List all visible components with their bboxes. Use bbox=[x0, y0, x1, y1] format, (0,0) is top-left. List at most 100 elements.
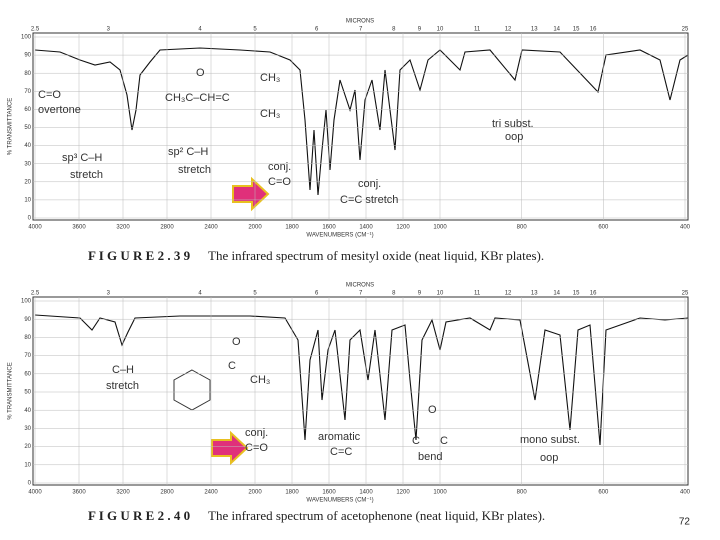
y-tick-label: 80 bbox=[24, 71, 31, 77]
micron-tick-label: 10 bbox=[437, 27, 444, 33]
top-axis-label: MICRONS bbox=[346, 283, 374, 289]
x-tick-label: 2400 bbox=[204, 225, 218, 231]
micron-tick-label: 3 bbox=[107, 27, 111, 33]
caption-label: F I G U R E 2 . 3 9 bbox=[88, 248, 191, 263]
x-tick-label: 600 bbox=[598, 490, 609, 496]
micron-tick-label: 15 bbox=[573, 291, 580, 297]
y-tick-label: 100 bbox=[21, 299, 32, 305]
x-tick-label: 2000 bbox=[248, 225, 262, 231]
micron-tick-label: 25 bbox=[682, 27, 689, 33]
annotation: C bbox=[412, 435, 420, 447]
annotation: bend bbox=[418, 451, 442, 463]
annotation: aromatic bbox=[318, 431, 361, 443]
arrow bbox=[232, 176, 270, 212]
x-tick-label: 3200 bbox=[116, 225, 130, 231]
y-tick-label: 0 bbox=[28, 216, 32, 222]
y-tick-label: 90 bbox=[24, 317, 31, 323]
y-tick-label: 30 bbox=[24, 161, 31, 167]
y-tick-label: 50 bbox=[24, 125, 31, 131]
annotation: C bbox=[228, 360, 236, 372]
micron-tick-label: 2.5 bbox=[31, 291, 40, 297]
y-tick-label: 50 bbox=[24, 390, 31, 396]
micron-tick-label: 10 bbox=[437, 291, 444, 297]
spectrum bbox=[34, 47, 689, 196]
annotation: C bbox=[440, 435, 448, 447]
annotation: sp² C–H bbox=[168, 146, 208, 158]
annotation: sp³ C–H bbox=[62, 152, 102, 164]
x-tick-label: 3600 bbox=[72, 490, 86, 496]
annotation: C=O bbox=[268, 176, 291, 188]
micron-tick-label: 11 bbox=[474, 27, 481, 33]
micron-tick-label: 7 bbox=[359, 291, 363, 297]
micron-tick-label: 14 bbox=[553, 27, 560, 33]
annotation: C–H bbox=[112, 364, 134, 376]
x-tick-label: 1000 bbox=[433, 225, 447, 231]
x-tick-label: 800 bbox=[517, 225, 528, 231]
x-tick-label: 1400 bbox=[359, 225, 373, 231]
annotation: O bbox=[428, 404, 437, 416]
x-tick-label: 4000 bbox=[28, 490, 42, 496]
micron-tick-label: 4 bbox=[198, 27, 202, 33]
micron-tick-label: 5 bbox=[253, 27, 257, 33]
y-tick-label: 70 bbox=[24, 89, 31, 95]
x-tick-label: 1000 bbox=[433, 490, 447, 496]
micron-tick-label: 4 bbox=[198, 291, 202, 297]
y-tick-label: 0 bbox=[28, 481, 32, 487]
caption-label: F I G U R E 2 . 4 0 bbox=[88, 508, 190, 523]
annotation: C=C bbox=[330, 446, 352, 458]
annotation: oop bbox=[540, 452, 558, 464]
micron-tick-label: 3 bbox=[107, 291, 111, 297]
y-tick-label: 20 bbox=[24, 179, 31, 185]
micron-tick-label: 16 bbox=[590, 27, 597, 33]
annotation: conj. bbox=[358, 178, 381, 190]
annotation: stretch bbox=[178, 164, 211, 176]
micron-tick-label: 25 bbox=[682, 291, 689, 297]
y-tick-label: 10 bbox=[24, 197, 31, 203]
x-tick-label: 1200 bbox=[396, 225, 410, 231]
top-axis-label: MICRONS bbox=[346, 19, 374, 25]
micron-tick-label: 6 bbox=[315, 291, 319, 297]
x-tick-label: 2800 bbox=[160, 225, 174, 231]
y-tick-label: 80 bbox=[24, 335, 31, 341]
annotation: oop bbox=[505, 131, 523, 143]
arrow bbox=[211, 430, 249, 466]
annotation: O bbox=[232, 336, 241, 348]
figure-1-art bbox=[34, 47, 689, 212]
annotation: conj. bbox=[245, 427, 268, 439]
micron-tick-label: 9 bbox=[418, 27, 422, 33]
y-tick-label: 10 bbox=[24, 462, 31, 468]
y-tick-label: 30 bbox=[24, 426, 31, 432]
annotation: O bbox=[196, 67, 205, 79]
y-tick-label: 70 bbox=[24, 353, 31, 359]
annotation: CH₃ bbox=[260, 108, 280, 120]
x-tick-label: 1400 bbox=[359, 490, 373, 496]
micron-tick-label: 12 bbox=[505, 27, 512, 33]
annotation: C=O bbox=[245, 442, 268, 454]
x-tick-label: 400 bbox=[680, 490, 691, 496]
y-tick-label: 100 bbox=[21, 35, 32, 41]
x-tick-label: 1800 bbox=[285, 225, 299, 231]
x-tick-label: 2800 bbox=[160, 490, 174, 496]
annotation: CH₃ bbox=[250, 374, 270, 386]
annotation: mono subst. bbox=[520, 434, 580, 446]
annotation: tri subst. bbox=[492, 118, 534, 130]
micron-tick-label: 11 bbox=[474, 291, 481, 297]
y-axis-label: % TRANSMITTANCE bbox=[8, 98, 14, 155]
annotation: conj. bbox=[268, 161, 291, 173]
x-axis-label: WAVENUMBERS (CM⁻¹) bbox=[306, 233, 373, 239]
y-axis-label: % TRANSMITTANCE bbox=[8, 362, 14, 419]
micron-tick-label: 16 bbox=[590, 291, 597, 297]
micron-tick-label: 9 bbox=[418, 291, 422, 297]
micron-tick-label: 5 bbox=[253, 291, 257, 297]
micron-tick-label: 13 bbox=[531, 291, 538, 297]
caption: The infrared spectrum of acetophenone (n… bbox=[208, 508, 545, 523]
benzene-ring bbox=[173, 369, 211, 411]
y-tick-label: 40 bbox=[24, 143, 31, 149]
annotation: stretch bbox=[106, 380, 139, 392]
x-tick-label: 1600 bbox=[322, 225, 336, 231]
plot-frame bbox=[32, 32, 689, 221]
annotation: CH₃ bbox=[260, 72, 280, 84]
micron-tick-label: 6 bbox=[315, 27, 319, 33]
